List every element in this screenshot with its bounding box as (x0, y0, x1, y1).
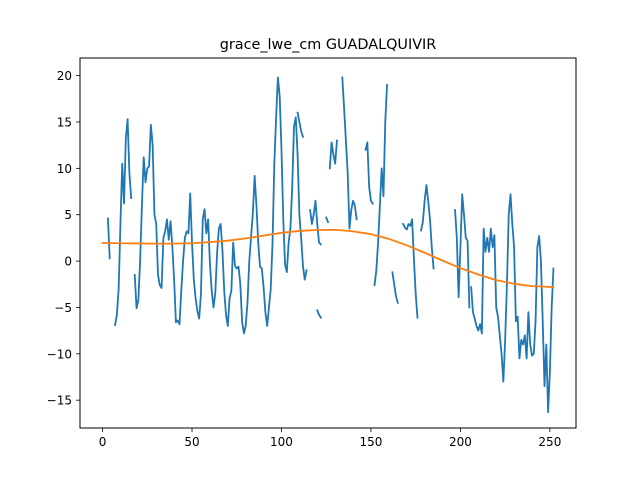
series-1-line-segment-6 (325, 216, 330, 224)
series-1-line-segment-7 (316, 309, 323, 319)
x-tick-label: 150 (359, 435, 382, 449)
series-1-line-segment-16 (470, 193, 555, 414)
series-1-line-segment-15 (454, 193, 471, 309)
series-1-line-segment-5 (309, 199, 323, 246)
chart-title: grace_lwe_cm GUADALQUIVIR (220, 37, 437, 53)
y-tick-label: −15 (47, 394, 72, 408)
x-tick-label: 250 (538, 435, 561, 449)
series-layer (101, 76, 555, 414)
series-1-line-segment-8 (328, 139, 338, 170)
series-1-line-segment-13 (401, 218, 419, 319)
y-tick-label: 10 (57, 162, 72, 176)
x-tick-label: 0 (99, 435, 107, 449)
y-tick-label: −5 (54, 301, 72, 315)
y-tick-label: 20 (57, 69, 72, 83)
axes-layer: 0 50 100 150 200 250 −15 −10 −5 0 5 10 15 20 (47, 69, 562, 449)
y-tick-label: −10 (47, 347, 72, 361)
series-1-line-segment-10 (364, 141, 374, 205)
plot-frame (79, 57, 577, 429)
y-tick-label: 5 (64, 208, 72, 222)
series-2-line-segment-1 (101, 228, 555, 288)
series-1-line-segment-11 (373, 83, 388, 287)
series-1-line-segment-14 (419, 184, 435, 270)
series-1-line-segment-12 (391, 271, 399, 304)
series-1-line-segment-4 (296, 111, 305, 138)
series-1-line-segment-3 (133, 76, 308, 335)
y-tick-label: 15 (57, 115, 72, 129)
series-1-line-segment-2 (114, 118, 133, 327)
x-tick-label: 100 (270, 435, 293, 449)
y-tick-label: 0 (64, 255, 72, 269)
x-tick-label: 200 (449, 435, 472, 449)
series-1-line-segment-1 (106, 217, 111, 260)
x-tick-label: 50 (184, 435, 199, 449)
series-1-line-segment-9 (341, 76, 358, 230)
